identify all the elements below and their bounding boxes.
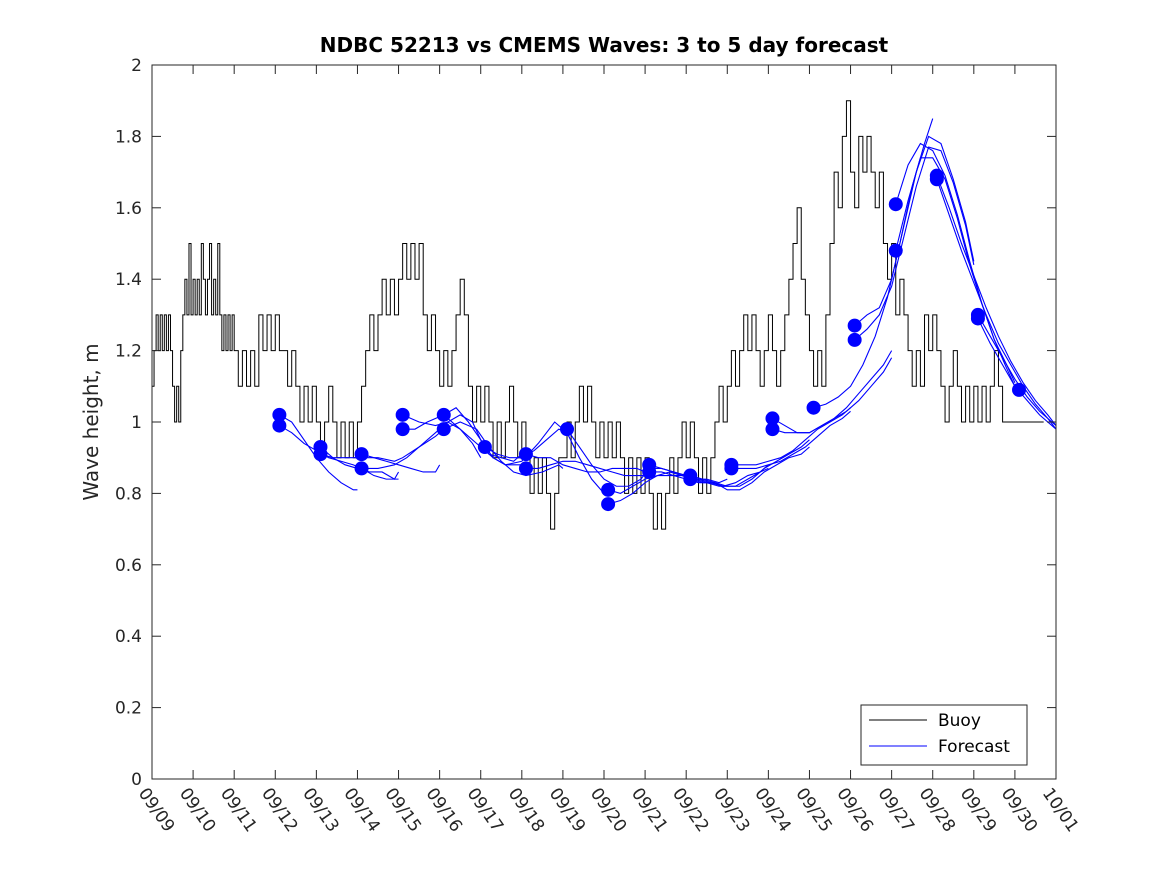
legend-box bbox=[860, 704, 1028, 766]
forecast-marker bbox=[395, 422, 410, 437]
forecast-marker bbox=[806, 400, 821, 415]
series-forecast-run bbox=[607, 471, 728, 505]
series-forecast-run bbox=[484, 428, 605, 494]
forecast-marker bbox=[560, 422, 575, 437]
forecast-marker bbox=[765, 422, 780, 437]
series-forecast-run bbox=[443, 421, 564, 477]
series-forecast-run bbox=[320, 428, 445, 462]
series-forecast-run bbox=[607, 474, 728, 494]
y-tick-label: 1.6 bbox=[115, 199, 142, 219]
forecast-marker bbox=[642, 464, 657, 479]
forecast-marker bbox=[395, 407, 410, 422]
y-tick-label: 1.4 bbox=[115, 270, 142, 290]
forecast-marker bbox=[601, 497, 616, 512]
legend-label-forecast: Forecast bbox=[938, 737, 1010, 757]
legend-label-buoy: Buoy bbox=[938, 711, 981, 731]
y-axis-label: Wave height, m bbox=[79, 343, 103, 500]
y-tick-label: 1.8 bbox=[115, 127, 142, 147]
series-forecast-run bbox=[402, 407, 523, 462]
series-forecast-run bbox=[936, 179, 1057, 430]
forecast-marker bbox=[354, 461, 369, 476]
forecast-marker bbox=[888, 243, 903, 258]
series-forecast-run bbox=[690, 439, 810, 487]
series-forecast-run bbox=[525, 460, 646, 477]
forecast-marker bbox=[683, 472, 698, 487]
forecast-marker bbox=[272, 418, 287, 433]
forecast-marker bbox=[847, 318, 862, 333]
y-tick-label: 0 bbox=[131, 770, 142, 790]
series-forecast-run bbox=[361, 453, 441, 473]
series-buoy-line bbox=[152, 100, 1044, 530]
forecast-marker bbox=[724, 461, 739, 476]
forecast-marker bbox=[929, 172, 944, 187]
forecast-marker bbox=[518, 447, 533, 462]
forecast-marker bbox=[1012, 382, 1027, 397]
y-tick-label: 0.6 bbox=[115, 556, 142, 576]
forecast-marker bbox=[436, 407, 451, 422]
series-forecast-run bbox=[690, 446, 810, 491]
series-forecast-run bbox=[936, 175, 1057, 426]
series-forecast-run bbox=[772, 357, 893, 434]
series-forecast-run bbox=[854, 146, 975, 341]
y-axis-ticks: 0 0.2 0.4 0.6 0.8 1 1.2 1.4 1.6 1.8 2 bbox=[115, 56, 1056, 790]
y-tick-label: 1.2 bbox=[115, 342, 142, 362]
legend: Buoy Forecast bbox=[860, 704, 1028, 766]
series-forecast-run bbox=[731, 407, 851, 466]
forecast-marker bbox=[970, 311, 985, 326]
forecast-marker bbox=[847, 332, 862, 347]
series-forecast-run bbox=[279, 414, 358, 491]
series-forecast-run bbox=[361, 421, 482, 469]
forecast-marker bbox=[313, 447, 328, 462]
y-tick-label: 0.4 bbox=[115, 627, 142, 647]
series-forecast-run bbox=[443, 414, 564, 466]
series-forecast-run bbox=[525, 453, 646, 473]
chart-title: NDBC 52213 vs CMEMS Waves: 3 to 5 day fo… bbox=[320, 33, 889, 57]
series-forecast-run bbox=[279, 425, 399, 480]
y-tick-label: 0.8 bbox=[115, 484, 142, 504]
series-forecast-run bbox=[895, 157, 1016, 383]
series-layer bbox=[152, 100, 1057, 530]
y-tick-label: 2 bbox=[131, 56, 142, 76]
series-forecast-run bbox=[731, 410, 851, 469]
y-tick-label: 1 bbox=[131, 413, 142, 433]
forecast-marker bbox=[477, 439, 492, 454]
forecast-marker bbox=[518, 461, 533, 476]
forecast-marker bbox=[888, 197, 903, 212]
forecast-marker bbox=[354, 447, 369, 462]
forecast-marker bbox=[601, 482, 616, 497]
forecast-marker bbox=[436, 422, 451, 437]
y-tick-label: 0.2 bbox=[115, 699, 142, 719]
marker-layer bbox=[272, 168, 1027, 512]
